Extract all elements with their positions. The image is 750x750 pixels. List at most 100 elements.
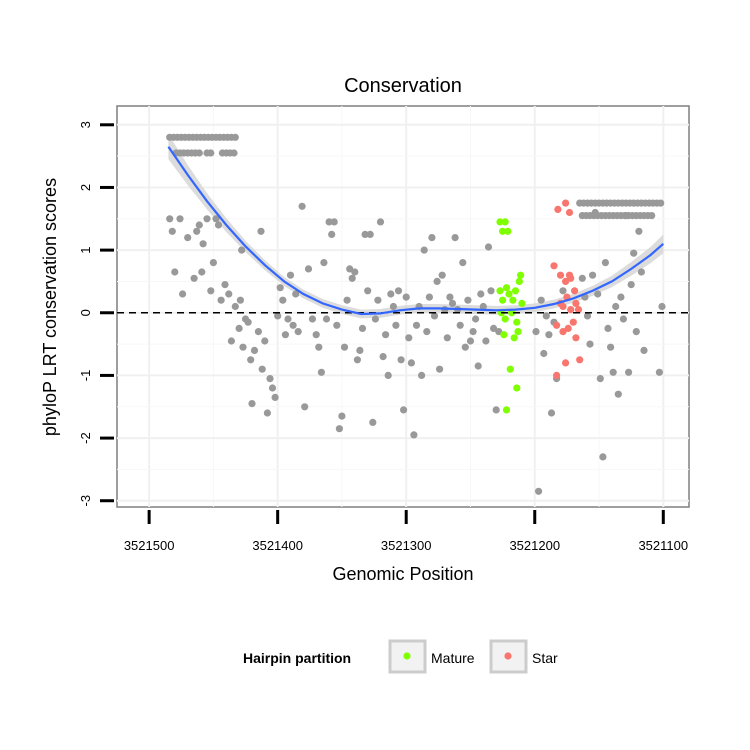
data-point-other — [239, 343, 247, 351]
data-point-other — [298, 202, 306, 210]
data-point-other — [397, 356, 405, 364]
data-point-other — [289, 321, 297, 329]
data-point-other — [490, 324, 498, 332]
data-point-other — [195, 221, 203, 229]
chart-title: Conservation — [344, 75, 462, 97]
data-point-other — [589, 271, 597, 279]
data-point-other — [328, 230, 336, 238]
data-point-other — [338, 412, 346, 420]
data-point-other — [402, 293, 410, 301]
data-point-other — [537, 296, 545, 304]
data-point-other — [604, 324, 612, 332]
data-point-star — [572, 334, 580, 342]
data-point-star — [571, 287, 579, 295]
data-point-mature — [509, 296, 517, 304]
data-point-other — [459, 259, 467, 267]
data-point-other — [635, 227, 643, 235]
data-point-other — [312, 331, 320, 339]
data-point-other — [371, 315, 379, 323]
data-point-other — [479, 302, 487, 311]
data-point-mature — [501, 315, 509, 323]
data-point-other — [207, 287, 215, 295]
data-point-other — [294, 328, 302, 336]
data-point-star — [553, 321, 561, 329]
data-point-mature — [500, 331, 508, 339]
data-point-mature — [499, 296, 507, 304]
data-point-other — [456, 321, 464, 329]
data-point-other — [230, 149, 238, 157]
y-axis-label: phyloP LRT conservation scores — [40, 178, 60, 436]
data-point-other — [221, 281, 229, 289]
y-tick-label: 0 — [78, 309, 93, 316]
data-point-other — [630, 249, 638, 257]
data-point-other — [418, 371, 426, 379]
y-tick-label: 1 — [78, 246, 93, 253]
data-point-other — [199, 240, 207, 248]
data-point-mature — [505, 290, 513, 298]
data-point-star — [562, 359, 570, 367]
legend-label-star: Star — [532, 650, 558, 666]
data-point-mature — [513, 318, 521, 326]
data-point-other — [340, 343, 349, 351]
data-point-other — [632, 328, 640, 336]
data-point-other — [619, 315, 628, 323]
data-point-mature — [518, 299, 526, 307]
data-point-other — [627, 281, 635, 289]
data-point-other — [261, 337, 269, 345]
data-point-other — [238, 246, 246, 254]
data-point-other — [394, 287, 403, 295]
data-point-other — [235, 324, 243, 332]
data-point-mature — [517, 271, 525, 279]
data-point-other — [448, 299, 457, 307]
data-point-other — [384, 371, 392, 379]
data-point-other — [392, 321, 400, 329]
data-point-other — [284, 315, 292, 323]
data-point-other — [477, 290, 485, 298]
data-point-other — [308, 315, 316, 323]
data-point-other — [166, 215, 174, 223]
legend: Hairpin partition Mature Star — [243, 639, 558, 674]
legend-marker-star — [504, 652, 512, 660]
data-point-mature — [499, 227, 507, 235]
data-point-other — [358, 324, 367, 332]
data-point-other — [171, 268, 179, 276]
data-point-other — [412, 321, 421, 329]
data-point-other — [292, 290, 300, 298]
data-point-mature — [510, 334, 518, 342]
data-point-other — [423, 328, 431, 336]
data-point-other — [547, 409, 556, 417]
data-point-star — [559, 328, 567, 336]
data-point-other — [374, 296, 382, 304]
data-point-star — [556, 271, 565, 279]
data-point-other — [492, 406, 500, 414]
data-point-other — [578, 274, 586, 282]
smooth-curve-line — [167, 146, 665, 316]
data-point-other — [320, 259, 328, 267]
data-point-other — [315, 343, 323, 351]
data-point-other — [400, 406, 408, 414]
data-point-other — [274, 312, 282, 320]
data-point-mature — [504, 227, 512, 235]
data-point-other — [227, 337, 235, 345]
data-point-other — [482, 337, 490, 345]
grid-lines — [117, 106, 689, 507]
data-point-star — [574, 306, 583, 314]
data-point-star — [564, 324, 572, 332]
data-point-other — [474, 362, 482, 370]
data-point-star — [553, 371, 561, 379]
smooth-curve — [167, 146, 665, 316]
data-point-other — [376, 218, 385, 226]
data-point-other — [330, 218, 338, 226]
data-point-other — [301, 403, 309, 411]
data-point-other — [655, 368, 664, 376]
data-point-other — [168, 227, 176, 235]
data-point-star — [565, 208, 574, 217]
data-point-other — [364, 287, 372, 295]
data-point-other — [542, 312, 550, 320]
data-point-other — [176, 215, 184, 223]
data-point-mature — [513, 384, 521, 392]
data-point-other — [263, 409, 271, 417]
data-point-other — [428, 234, 436, 242]
data-point-star — [550, 262, 558, 270]
data-point-other — [271, 393, 279, 401]
